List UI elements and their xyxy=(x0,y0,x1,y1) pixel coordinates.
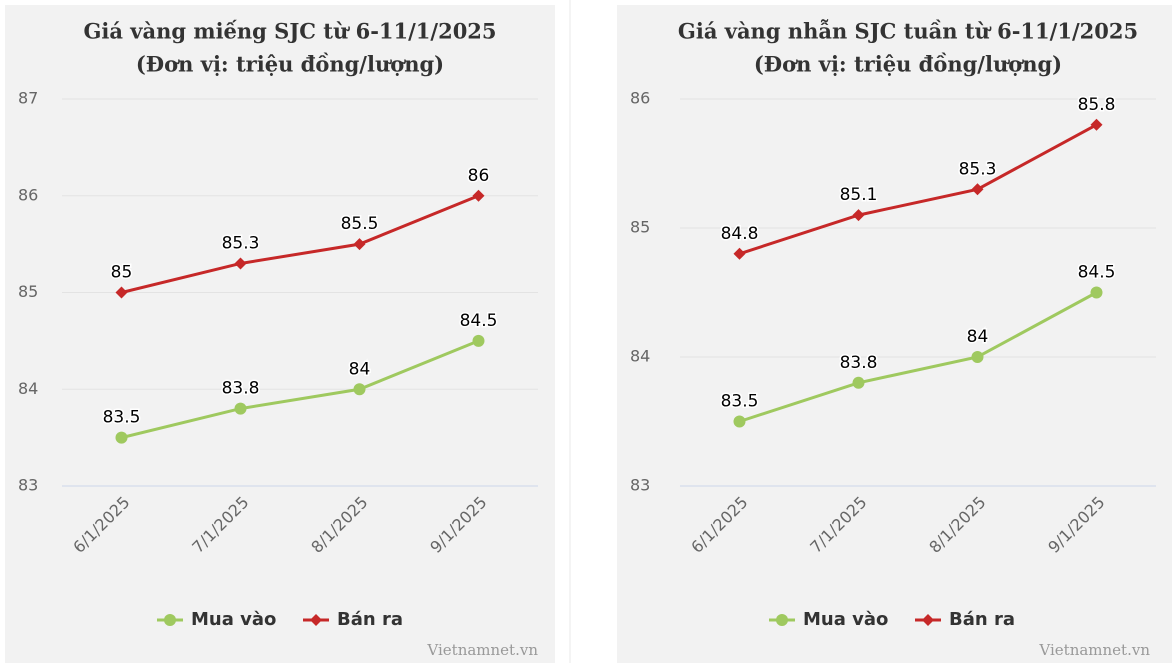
legend-label: Bán ra xyxy=(337,609,403,630)
data-label: 85.3 xyxy=(959,159,997,179)
legend-marker xyxy=(922,614,934,626)
y-tick-label: 84 xyxy=(630,347,650,366)
data-label: 85.3 xyxy=(222,233,260,253)
legend-marker xyxy=(310,614,322,626)
data-label: 83.5 xyxy=(103,408,141,428)
series-line xyxy=(739,123,1098,256)
data-label: 83.5 xyxy=(721,392,759,412)
series-line xyxy=(739,291,1098,423)
source: Vietnamnet.vn xyxy=(426,641,538,659)
point xyxy=(1090,286,1103,299)
point xyxy=(115,431,128,444)
point xyxy=(852,209,865,222)
point xyxy=(472,189,485,202)
point xyxy=(234,402,247,415)
panel xyxy=(617,5,1172,663)
data-label: 83.8 xyxy=(840,353,878,373)
legend-marker xyxy=(776,614,788,626)
point xyxy=(472,334,485,347)
data-label: 85.1 xyxy=(840,185,878,205)
data-label: 85.8 xyxy=(1078,95,1116,115)
data-label: 84.5 xyxy=(1078,263,1116,283)
data-label: 86 xyxy=(468,166,490,186)
series-line xyxy=(121,194,480,294)
point xyxy=(234,257,247,270)
data-label: 83.8 xyxy=(222,379,260,399)
series-line xyxy=(121,339,480,440)
chart-title: Giá vàng nhẫn SJC tuần từ 6-11/1/2025 xyxy=(678,19,1138,44)
chart-subtitle: (Đơn vị: triệu đồng/lượng) xyxy=(136,52,444,77)
data-label: 85 xyxy=(111,263,133,283)
data-label: 84.5 xyxy=(460,311,498,331)
data-label: 84 xyxy=(967,327,989,347)
point xyxy=(733,415,746,428)
point xyxy=(353,383,366,396)
legend-label: Bán ra xyxy=(949,609,1015,630)
data-label: 84.8 xyxy=(721,224,759,244)
point xyxy=(733,247,746,260)
y-tick-label: 84 xyxy=(18,379,38,398)
chart-subtitle: (Đơn vị: triệu đồng/lượng) xyxy=(754,52,1062,77)
data-label: 84 xyxy=(349,359,371,379)
point xyxy=(353,238,366,251)
y-tick-label: 83 xyxy=(630,476,650,495)
panel xyxy=(5,5,555,663)
chart-title: Giá vàng miếng SJC từ 6-11/1/2025 xyxy=(83,19,496,44)
point xyxy=(115,286,128,299)
y-tick-label: 86 xyxy=(630,89,650,108)
y-tick-label: 85 xyxy=(18,282,38,301)
y-tick-label: 83 xyxy=(18,476,38,495)
source: Vietnamnet.vn xyxy=(1038,641,1150,659)
legend-label: Mua vào xyxy=(803,609,888,630)
legend-label: Mua vào xyxy=(191,609,276,630)
point xyxy=(971,351,984,363)
point xyxy=(971,183,984,196)
legend-marker xyxy=(164,614,176,626)
y-tick-label: 85 xyxy=(630,218,650,237)
data-label: 85.5 xyxy=(341,214,379,234)
point xyxy=(852,376,865,389)
y-tick-label: 86 xyxy=(18,185,38,204)
y-tick-label: 87 xyxy=(18,89,38,108)
point xyxy=(1090,118,1103,131)
